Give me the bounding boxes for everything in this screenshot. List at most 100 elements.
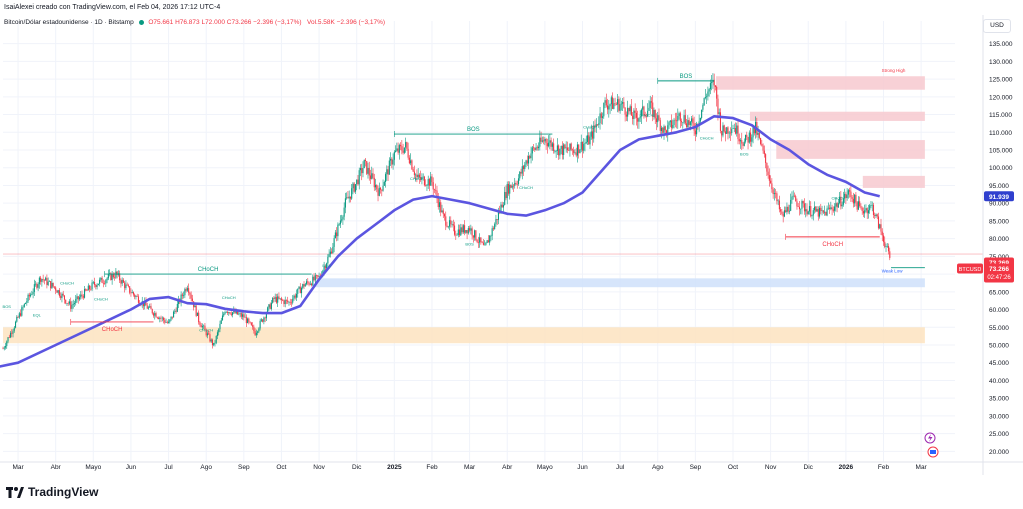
candle-body	[73, 303, 76, 304]
candle-body	[67, 303, 69, 304]
symbol-description[interactable]: Bitcoin/Dólar estadounidense · 1D · Bits…	[4, 19, 134, 26]
candle-body	[534, 148, 536, 150]
candle-body	[56, 290, 58, 293]
candle-body	[849, 190, 851, 192]
candle-body	[709, 83, 711, 90]
y-tick-label: 105.000	[989, 148, 1013, 155]
candle-body	[280, 298, 283, 301]
tradingview-logo[interactable]: TradingView	[6, 485, 98, 499]
candle-body	[339, 220, 341, 225]
structure-label: BOS	[467, 127, 480, 133]
candle-body	[239, 313, 241, 314]
candle-body	[279, 298, 281, 300]
structure-small-label: BOS	[322, 263, 331, 268]
candle-body	[304, 284, 306, 287]
candle-body	[175, 310, 177, 312]
candle-body	[432, 182, 434, 190]
candle-body	[87, 285, 89, 291]
structure-small-label: CHoCH	[199, 328, 213, 333]
candle-body	[265, 313, 267, 319]
x-tick-label: Dic	[352, 464, 362, 471]
candle-body	[99, 279, 101, 284]
candle-body	[554, 150, 556, 152]
candle-body	[624, 107, 626, 115]
candle-body	[889, 251, 891, 259]
candle-body	[18, 313, 20, 318]
candle-body	[707, 91, 709, 97]
candle-body	[865, 208, 867, 211]
currency-selector[interactable]: USD	[983, 19, 1011, 33]
candle-body	[35, 283, 37, 285]
candle-body	[68, 301, 71, 304]
x-tick-label: Oct	[276, 464, 286, 471]
candle-body	[495, 219, 497, 225]
candle-body	[233, 310, 235, 313]
candle-body	[33, 284, 35, 292]
x-tick-label: Sep	[690, 464, 702, 471]
candle-body	[874, 215, 876, 217]
x-tick-label: Abr	[502, 464, 513, 471]
candle-body	[682, 122, 684, 123]
candle-body	[433, 189, 436, 191]
candle-body	[196, 312, 198, 316]
candle-body	[714, 85, 716, 87]
candle-body	[149, 306, 151, 308]
candle-body	[772, 189, 774, 195]
candle-body	[678, 113, 680, 116]
candle-body	[85, 289, 87, 291]
candle-body	[607, 105, 609, 110]
candle-body	[230, 313, 232, 315]
candle-body	[815, 206, 817, 212]
candle-body	[378, 187, 380, 196]
candle-body	[548, 142, 550, 147]
symbol-badge-label: BTCUSD	[959, 267, 982, 273]
candle-body	[121, 279, 123, 284]
candle-body	[112, 273, 114, 278]
candle-body	[78, 297, 81, 300]
candle-body	[86, 290, 88, 291]
candle-body	[539, 137, 541, 147]
candle-body	[653, 109, 655, 117]
candle-body	[61, 293, 63, 299]
candle-body	[614, 103, 616, 104]
candle-body	[402, 150, 404, 153]
candle-body	[649, 101, 651, 108]
candle-body	[824, 211, 826, 213]
candle-body	[373, 177, 375, 188]
annotation-label: Weak Low	[882, 269, 904, 274]
candle-body	[337, 224, 339, 237]
candle-body	[284, 299, 286, 305]
candle-body	[219, 323, 221, 330]
candle-body	[598, 123, 600, 125]
candle-body	[806, 209, 808, 215]
candle-body	[96, 285, 98, 288]
candle-body	[516, 184, 518, 185]
candle-body	[497, 211, 499, 220]
candle-body	[822, 210, 824, 213]
candle-body	[531, 147, 533, 154]
candle-body	[739, 140, 742, 142]
candle-body	[627, 107, 629, 117]
candle-body	[748, 132, 750, 143]
y-tick-label: 40.000	[989, 378, 1009, 385]
candle-body	[751, 137, 753, 142]
candle-body	[208, 333, 210, 335]
candle-body	[329, 251, 331, 255]
candle-body	[663, 126, 665, 133]
candle-body	[770, 180, 772, 184]
candle-body	[70, 301, 72, 309]
candle-body	[860, 205, 862, 208]
structure-label: CHoCH	[102, 327, 123, 333]
candle-body	[564, 144, 566, 149]
candle-body	[482, 242, 484, 245]
candle-body	[834, 206, 836, 211]
candle-body	[326, 263, 328, 269]
candle-body	[527, 156, 530, 164]
candle-body	[633, 110, 635, 119]
candle-body	[645, 115, 647, 117]
candle-body	[12, 330, 14, 334]
candle-body	[867, 210, 870, 214]
x-tick-label: Dic	[804, 464, 814, 471]
candle-body	[821, 210, 823, 211]
